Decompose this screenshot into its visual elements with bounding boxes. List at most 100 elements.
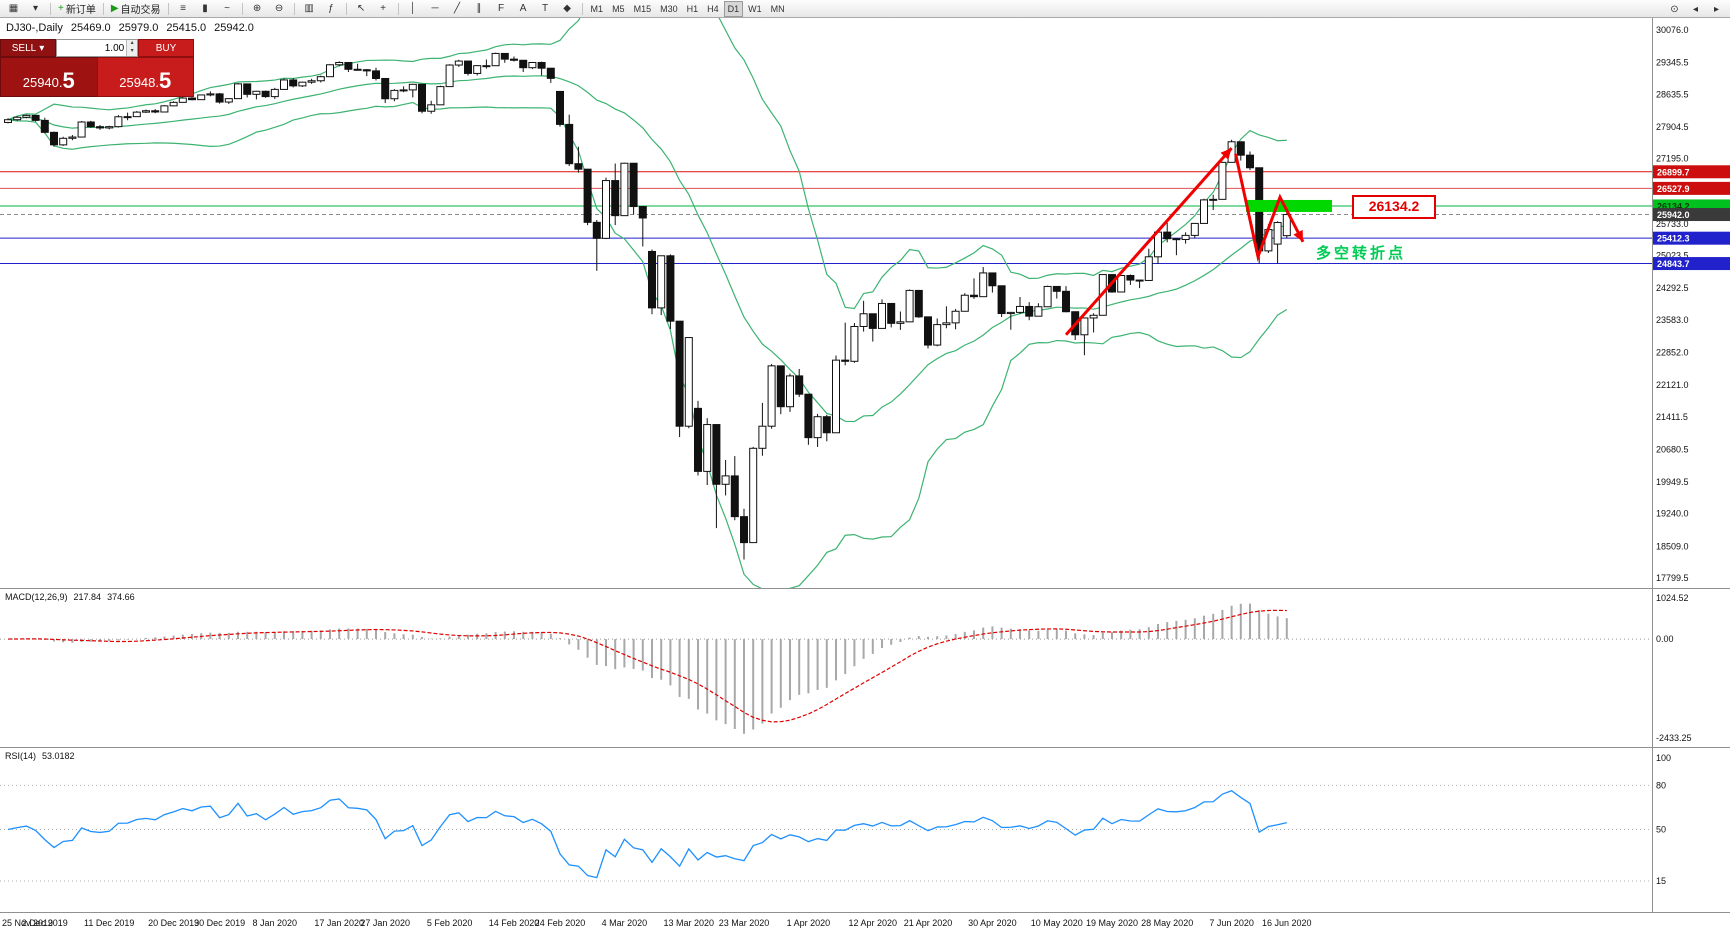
time-axis-label: 21 Apr 2020: [903, 918, 953, 928]
line-chart-button[interactable]: ~: [217, 0, 238, 17]
chart-profiles-icon: ▾: [32, 3, 39, 14]
svg-text:28635.5: 28635.5: [1656, 89, 1689, 99]
svg-text:22852.0: 22852.0: [1656, 347, 1689, 357]
timeframe-w1-button[interactable]: W1: [748, 3, 762, 14]
auto-trading-button[interactable]: ▶ 自动交易: [108, 0, 164, 17]
arrows-tool-button[interactable]: ◆: [557, 0, 578, 17]
macd-label-row: MACD(12,26,9) 217.84 374.66: [5, 592, 135, 602]
volume-field: ▴ ▾: [56, 39, 138, 57]
cursor-button[interactable]: ↖: [351, 0, 372, 17]
time-axis-label: 19 May 2020: [1085, 918, 1139, 928]
svg-text:27904.5: 27904.5: [1656, 122, 1689, 132]
macd-chart[interactable]: 1024.52 0.00 -2433.25: [0, 589, 1730, 747]
bar-chart-button[interactable]: ≡: [173, 0, 194, 17]
text-icon: A: [519, 3, 527, 14]
sell-button[interactable]: SELL ▾: [0, 39, 56, 57]
zoom-in-icon: ⊕: [252, 3, 262, 14]
buy-button[interactable]: BUY: [138, 39, 194, 57]
timeframe-mn-button[interactable]: MN: [770, 3, 785, 14]
candlestick-chart-icon: ▮: [202, 3, 208, 14]
svg-text:-2433.25: -2433.25: [1656, 733, 1692, 743]
sell-price-display[interactable]: 25940. 5: [0, 57, 97, 97]
sell-price-main: 25940.: [22, 75, 63, 90]
text-button[interactable]: A: [513, 0, 534, 17]
svg-text:22121.0: 22121.0: [1656, 380, 1689, 390]
time-axis-label: 16 Jun 2020: [1262, 918, 1312, 928]
svg-text:18509.0: 18509.0: [1656, 541, 1689, 551]
svg-text:25733.0: 25733.0: [1656, 219, 1689, 229]
new-chart-button[interactable]: ▦: [3, 0, 24, 17]
time-axis[interactable]: 25 Nov 2019 2 Dec 2019 11 Dec 2019 20 Dec 2…: [0, 913, 1730, 940]
time-axis-label: 8 Jan 2020: [252, 918, 298, 928]
fibonacci-button[interactable]: F: [491, 0, 512, 17]
candles-layer: [4, 52, 1291, 560]
indicators-button[interactable]: ƒ: [321, 0, 342, 17]
rsi-value: 53.0182: [42, 751, 75, 761]
macd-histogram: [16, 603, 1288, 734]
rsi-label: RSI(14): [5, 751, 37, 761]
trendline-icon: ╱: [454, 3, 461, 14]
time-axis-label: 10 May 2020: [1030, 918, 1083, 928]
ohlc-open: 25469.0: [70, 22, 111, 34]
chart-zoom-button[interactable]: ⊙: [1670, 4, 1679, 15]
svg-text:100: 100: [1656, 753, 1671, 763]
volume-stepper: ▴ ▾: [126, 40, 137, 56]
scroll-forward-button[interactable]: ▸: [1713, 4, 1720, 15]
zoom-out-button[interactable]: ⊖: [269, 0, 290, 17]
spin-down-icon[interactable]: ▾: [127, 48, 137, 56]
new-order-label: 新订单: [65, 5, 96, 16]
crosshair-button[interactable]: +: [373, 0, 394, 17]
macd-signal-line: [7, 609, 1287, 723]
spin-up-icon[interactable]: ▴: [127, 40, 137, 48]
svg-text:15: 15: [1656, 876, 1666, 886]
horizontal-line-button[interactable]: ─: [425, 0, 446, 17]
timeframe-h1-button[interactable]: H1: [686, 3, 699, 14]
volume-input[interactable]: [57, 40, 127, 56]
turning-point-label: 多空转折点: [1316, 245, 1407, 263]
arrows-tool-icon: ◆: [563, 3, 571, 14]
timeframe-h4-button[interactable]: H4: [707, 3, 719, 14]
svg-text:50: 50: [1656, 825, 1666, 835]
text-label-button[interactable]: T: [535, 0, 556, 17]
text-label-icon: T: [541, 3, 549, 14]
timeframe-m15-button[interactable]: M15: [633, 3, 652, 14]
time-axis-label: 17 Jan 2020: [314, 918, 364, 928]
tile-windows-button[interactable]: ▥: [299, 0, 320, 17]
new-order-button[interactable]: + 新订单: [55, 0, 99, 17]
time-axis-label: 12 Apr 2020: [848, 918, 898, 928]
new-order-icon: +: [58, 3, 64, 14]
timeframe-m5-button[interactable]: M5: [612, 3, 625, 14]
time-axis-label: 30 Apr 2020: [968, 918, 1017, 928]
macd-signal-value: 374.66: [107, 592, 135, 602]
svg-text:20680.5: 20680.5: [1656, 444, 1689, 454]
svg-text:0.00: 0.00: [1656, 634, 1674, 644]
chart-profiles-button[interactable]: ▾: [25, 0, 46, 17]
svg-text:24292.5: 24292.5: [1656, 283, 1689, 293]
macd-main-value: 217.84: [73, 592, 102, 602]
scroll-back-button[interactable]: ◂: [1692, 4, 1699, 15]
ohlc-close: 25942.0: [214, 22, 254, 34]
tile-windows-icon: ▥: [304, 3, 314, 14]
trendline-button[interactable]: ╱: [447, 0, 468, 17]
sell-button-label: SELL: [11, 42, 37, 54]
candlestick-chart-button[interactable]: ▮: [195, 0, 216, 17]
rsi-chart[interactable]: 100 80 50 15: [0, 748, 1730, 912]
time-axis-label: 5 Feb 2020: [426, 918, 473, 928]
vertical-line-button[interactable]: │: [403, 0, 424, 17]
zoom-in-button[interactable]: ⊕: [247, 0, 268, 17]
timeframe-d1-button[interactable]: D1: [723, 0, 744, 17]
time-axis-label: 1 Apr 2020: [786, 918, 831, 928]
price-scale[interactable]: 30076.029345.528635.527904.527195.026464…: [1652, 18, 1730, 588]
svg-text:1024.52: 1024.52: [1656, 593, 1689, 603]
ohlc-high: 25979.0: [118, 22, 159, 34]
ohlc-low: 25415.0: [166, 22, 207, 34]
timeframe-m1-button[interactable]: M1: [590, 3, 604, 14]
equidistant-channel-button[interactable]: ∥: [469, 0, 490, 17]
candlestick-chart[interactable]: 30076.029345.528635.527904.527195.026464…: [0, 18, 1730, 588]
svg-text:17799.5: 17799.5: [1656, 573, 1689, 583]
buy-price-display[interactable]: 25948. 5: [96, 57, 194, 97]
svg-text:29345.5: 29345.5: [1656, 58, 1689, 68]
timeframe-m30-button[interactable]: M30: [660, 3, 678, 14]
auto-trading-icon: ▶: [110, 3, 119, 14]
